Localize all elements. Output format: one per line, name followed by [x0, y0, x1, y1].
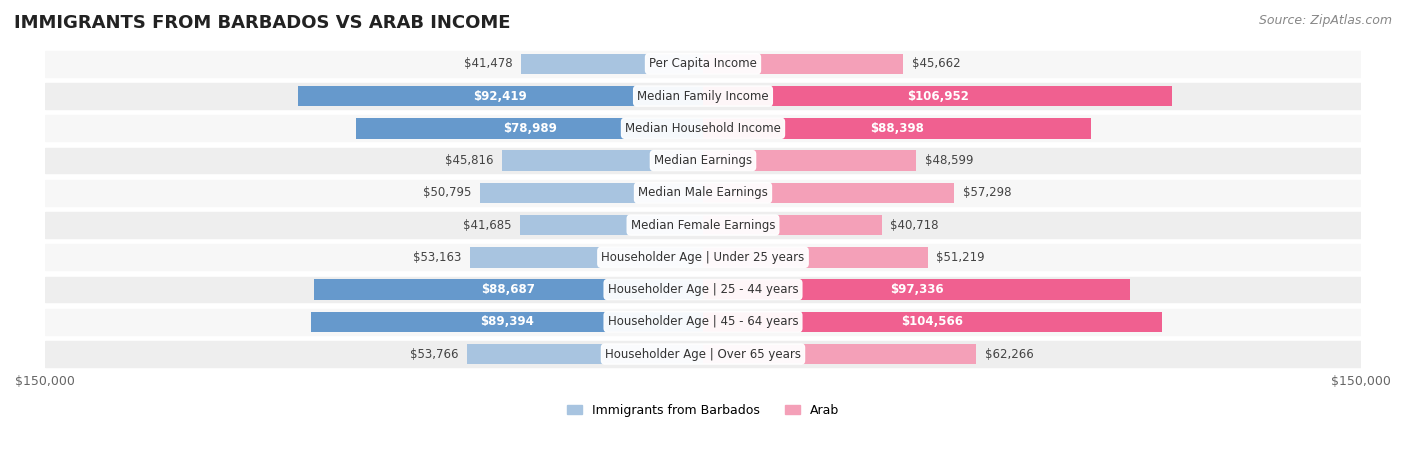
Text: $50,795: $50,795	[423, 186, 471, 199]
Text: $41,685: $41,685	[463, 219, 512, 232]
Text: $88,398: $88,398	[870, 122, 924, 135]
Bar	[311, 311, 703, 332]
Bar	[703, 150, 917, 171]
Bar	[703, 183, 955, 203]
Bar	[703, 247, 928, 268]
Bar	[45, 115, 1361, 141]
Bar	[467, 344, 703, 364]
Bar	[703, 54, 903, 74]
Text: $51,219: $51,219	[936, 251, 986, 264]
Bar	[522, 54, 703, 74]
Text: $97,336: $97,336	[890, 283, 943, 296]
Text: Householder Age | Over 65 years: Householder Age | Over 65 years	[605, 347, 801, 361]
Text: $62,266: $62,266	[986, 347, 1033, 361]
Text: $89,394: $89,394	[479, 315, 534, 328]
Bar	[45, 212, 1361, 238]
Bar	[502, 150, 703, 171]
Bar	[45, 244, 1361, 270]
Text: $92,419: $92,419	[474, 90, 527, 103]
Legend: Immigrants from Barbados, Arab: Immigrants from Barbados, Arab	[562, 399, 844, 422]
Text: $88,687: $88,687	[481, 283, 536, 296]
Bar	[470, 247, 703, 268]
Text: Median Earnings: Median Earnings	[654, 154, 752, 167]
Bar	[703, 311, 1161, 332]
Text: Median Household Income: Median Household Income	[626, 122, 780, 135]
Text: Median Family Income: Median Family Income	[637, 90, 769, 103]
Bar	[314, 279, 703, 300]
Text: Per Capita Income: Per Capita Income	[650, 57, 756, 71]
Bar	[703, 215, 882, 235]
Text: IMMIGRANTS FROM BARBADOS VS ARAB INCOME: IMMIGRANTS FROM BARBADOS VS ARAB INCOME	[14, 14, 510, 32]
Text: $106,952: $106,952	[907, 90, 969, 103]
Bar	[703, 344, 976, 364]
Text: Householder Age | 25 - 44 years: Householder Age | 25 - 44 years	[607, 283, 799, 296]
Bar	[703, 86, 1173, 106]
Text: Median Female Earnings: Median Female Earnings	[631, 219, 775, 232]
Text: $104,566: $104,566	[901, 315, 963, 328]
Text: Median Male Earnings: Median Male Earnings	[638, 186, 768, 199]
Bar	[45, 309, 1361, 335]
Text: $53,163: $53,163	[412, 251, 461, 264]
Text: $40,718: $40,718	[890, 219, 939, 232]
Bar	[45, 276, 1361, 303]
Text: $45,662: $45,662	[912, 57, 960, 71]
Bar	[703, 118, 1091, 139]
Text: $57,298: $57,298	[963, 186, 1012, 199]
Text: Source: ZipAtlas.com: Source: ZipAtlas.com	[1258, 14, 1392, 27]
Text: Householder Age | Under 25 years: Householder Age | Under 25 years	[602, 251, 804, 264]
Text: $48,599: $48,599	[925, 154, 973, 167]
Bar	[357, 118, 703, 139]
Bar	[481, 183, 703, 203]
Bar	[298, 86, 703, 106]
Bar	[45, 51, 1361, 77]
Bar	[520, 215, 703, 235]
Text: Householder Age | 45 - 64 years: Householder Age | 45 - 64 years	[607, 315, 799, 328]
Text: $78,989: $78,989	[503, 122, 557, 135]
Bar	[45, 83, 1361, 109]
Bar	[703, 279, 1130, 300]
Text: $41,478: $41,478	[464, 57, 512, 71]
Bar	[45, 341, 1361, 367]
Text: $53,766: $53,766	[411, 347, 458, 361]
Text: $45,816: $45,816	[444, 154, 494, 167]
Bar	[45, 148, 1361, 173]
Bar	[45, 180, 1361, 205]
